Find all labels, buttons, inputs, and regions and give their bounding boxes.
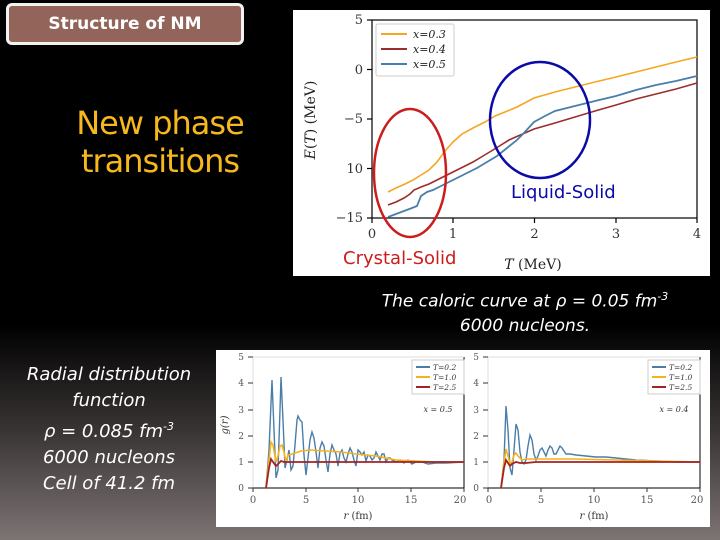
svg-text:10: 10 xyxy=(588,495,601,506)
svg-text:15: 15 xyxy=(405,495,418,506)
caloric-caption-line-2: 6000 nucleons. xyxy=(459,315,591,336)
svg-text:T=2.5: T=2.5 xyxy=(433,383,456,392)
svg-text:0: 0 xyxy=(368,227,376,242)
rdf-caption-line-2: function xyxy=(72,390,146,411)
liquid-solid-ellipse xyxy=(488,60,592,180)
headline-line-1: New phase xyxy=(76,104,245,142)
legend: x=0.3 x=0.4 x=0.5 xyxy=(375,23,455,77)
svg-text:−15: −15 xyxy=(336,211,363,226)
svg-text:10: 10 xyxy=(352,495,365,506)
svg-text:3: 3 xyxy=(238,406,244,416)
caloric-caption-exponent: -3 xyxy=(657,290,669,303)
svg-text:0: 0 xyxy=(355,63,363,78)
rdf-right-T02 xyxy=(500,405,700,489)
svg-text:0: 0 xyxy=(486,495,492,506)
svg-text:g(r): g(r) xyxy=(220,415,231,434)
rdf-left-T25 xyxy=(265,456,464,489)
rdf-right-T25 xyxy=(500,457,700,489)
rdf-svg: 543 210 0 5 10 15 20 r (fm) g(r) T=0.2 T=1.… xyxy=(220,353,703,522)
svg-text:0: 0 xyxy=(473,484,479,494)
series-x04 xyxy=(387,82,698,206)
svg-text:T=2.5: T=2.5 xyxy=(669,383,692,392)
x-axis-label: T (MeV) xyxy=(504,257,561,273)
svg-text:2: 2 xyxy=(238,432,244,442)
legend-x05: x=0.5 xyxy=(413,58,446,71)
svg-text:10: 10 xyxy=(346,162,363,177)
rdf-caption-line-1: Radial distribution xyxy=(26,364,192,385)
rdf-caption-line-5: Cell of 41.2 fm xyxy=(42,473,176,494)
svg-text:1: 1 xyxy=(238,458,244,468)
svg-text:1: 1 xyxy=(473,458,479,468)
slide-title: Structure of NM xyxy=(6,3,244,45)
x-tick-labels: 0 1 2 3 4 xyxy=(368,227,701,242)
svg-text:3: 3 xyxy=(612,227,620,242)
caloric-curve-svg: 5 0 −5 10 −15 0 1 2 3 4 T (MeV) E(T) (Me… xyxy=(303,13,701,273)
rdf-caption: Radial distribution function ρ = 0.085 f… xyxy=(0,362,218,497)
rdf-left-panel: 543 210 0 5 10 15 20 r (fm) g(r) T=0.2 T=1.… xyxy=(220,353,466,522)
svg-text:5: 5 xyxy=(473,353,479,363)
svg-text:20: 20 xyxy=(691,495,704,506)
svg-text:5: 5 xyxy=(238,353,244,363)
y-ticks xyxy=(367,19,372,219)
svg-text:5: 5 xyxy=(538,495,544,506)
headline: New phase transitions xyxy=(40,104,280,180)
liquid-solid-label: Liquid-Solid xyxy=(511,182,616,203)
y-axis-label: E(T) (MeV) xyxy=(303,81,319,161)
svg-text:0: 0 xyxy=(238,484,244,494)
crystal-solid-ellipse xyxy=(372,107,448,239)
rdf-caption-exponent: -3 xyxy=(163,420,175,433)
crystal-solid-label: Crystal-Solid xyxy=(343,248,457,269)
rdf-left-legend: T=0.2 T=1.0 T=2.5 xyxy=(411,359,465,395)
svg-text:2: 2 xyxy=(473,432,479,442)
svg-text:T=0.2: T=0.2 xyxy=(433,363,456,372)
legend-x04: x=0.4 xyxy=(413,43,446,56)
svg-text:T=1.0: T=1.0 xyxy=(669,373,692,382)
caloric-caption: The caloric curve at ρ = 0.05 fm-3 6000 … xyxy=(330,285,720,338)
rdf-right-T10 xyxy=(500,448,701,489)
svg-text:4: 4 xyxy=(238,379,244,389)
caloric-caption-line-1: The caloric curve at ρ = 0.05 fm xyxy=(381,291,658,312)
x-ticks xyxy=(371,218,698,223)
rdf-right-legend: T=0.2 T=1.0 T=2.5 xyxy=(647,359,701,395)
svg-text:5: 5 xyxy=(303,495,309,506)
y-tick-labels: 5 0 −5 10 −15 xyxy=(336,13,363,226)
legend-x03: x=0.3 xyxy=(413,28,446,41)
series-x05 xyxy=(387,75,698,218)
svg-text:5: 5 xyxy=(355,13,363,28)
svg-text:−5: −5 xyxy=(344,112,363,127)
svg-text:1: 1 xyxy=(449,227,457,242)
svg-text:T=1.0: T=1.0 xyxy=(433,373,456,382)
svg-text:0: 0 xyxy=(250,495,256,506)
svg-text:3: 3 xyxy=(473,406,479,416)
rdf-right-x-label: x = 0.4 xyxy=(659,405,688,414)
svg-text:4: 4 xyxy=(473,379,479,389)
headline-line-2: transitions xyxy=(80,142,240,180)
svg-text:2: 2 xyxy=(530,227,538,242)
svg-text:r (fm): r (fm) xyxy=(580,511,609,522)
svg-text:r (fm): r (fm) xyxy=(344,511,373,522)
rdf-caption-line-3: ρ = 0.085 fm xyxy=(43,421,164,442)
svg-text:4: 4 xyxy=(693,227,701,242)
caloric-curve-chart: 5 0 −5 10 −15 0 1 2 3 4 T (MeV) E(T) (Me… xyxy=(293,10,710,276)
svg-text:15: 15 xyxy=(641,495,654,506)
svg-text:20: 20 xyxy=(454,495,467,506)
rdf-left-T10 xyxy=(265,439,464,489)
rdf-left-x-label: x = 0.5 xyxy=(423,405,452,414)
rdf-right-panel: 543 210 0 5 10 15 20 r (fm) T=0.2 T=1.0 T=2… xyxy=(473,353,703,522)
rdf-caption-line-4: 6000 nucleons xyxy=(42,447,176,468)
svg-text:T=0.2: T=0.2 xyxy=(669,363,692,372)
